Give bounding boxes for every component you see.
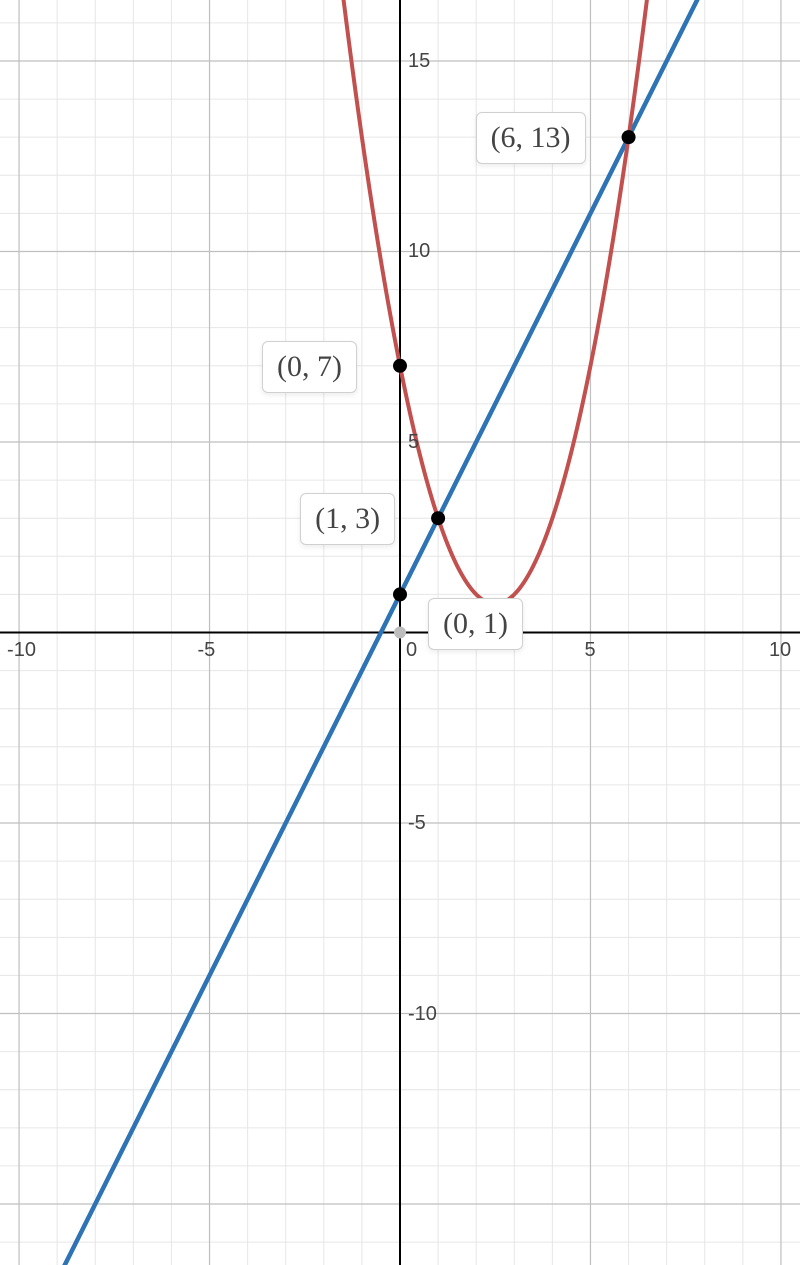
- xtick-label: 5: [584, 639, 595, 662]
- point-2: [393, 587, 407, 601]
- origin-marker: [394, 627, 406, 639]
- point-label-3: (6, 13): [476, 112, 586, 164]
- chart-svg: [0, 0, 800, 1265]
- point-label-1: (1, 3): [300, 493, 395, 545]
- point-0: [393, 359, 407, 373]
- xtick-label: -5: [198, 639, 216, 662]
- point-label-2: (0, 1): [428, 598, 523, 650]
- ytick-label: -10: [408, 1003, 437, 1026]
- xtick-label: 0: [406, 639, 417, 662]
- point-3: [622, 130, 636, 144]
- coordinate-plane: -10 -5 0 5 10 15 10 5 -5 -10 (0, 7) (1, 3) (0, 1) (6,…: [0, 0, 800, 1265]
- ytick-label: -5: [408, 812, 426, 835]
- point-label-0: (0, 7): [262, 341, 357, 393]
- ytick-label: 15: [408, 50, 430, 73]
- ytick-label: 5: [408, 431, 419, 454]
- ytick-label: 10: [408, 240, 430, 263]
- point-1: [431, 511, 445, 525]
- xtick-label: -10: [7, 639, 36, 662]
- xtick-label: 10: [769, 639, 791, 662]
